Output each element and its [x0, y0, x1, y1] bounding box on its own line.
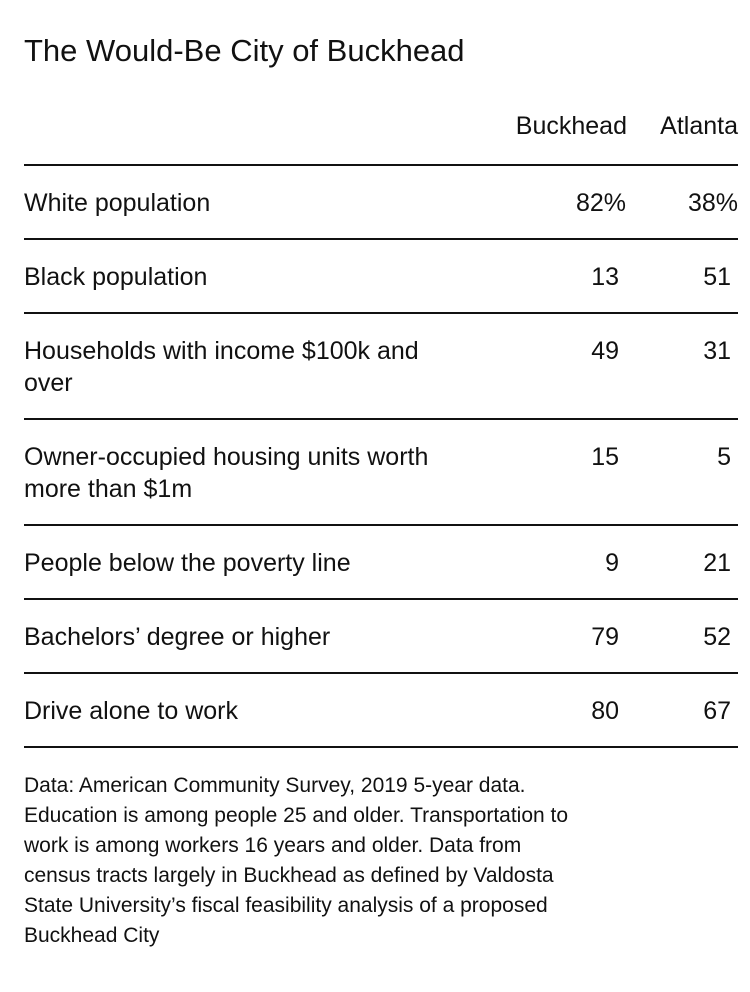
- row-label: People below the poverty line: [24, 549, 351, 577]
- row-label: Bachelors’ degree or higher: [24, 623, 331, 651]
- buckhead-value: 82%: [575, 189, 626, 217]
- buckhead-value: 79: [591, 623, 626, 651]
- row-label: Drive alone to work: [24, 697, 238, 725]
- atlanta-value: 5: [717, 443, 738, 471]
- buckhead-value: 49: [591, 337, 626, 365]
- source-note: Data: American Community Survey, 2019 5-…: [24, 774, 569, 947]
- atlanta-value: 67: [703, 697, 738, 725]
- atlanta-value: 38%: [687, 189, 738, 217]
- data-table: White population 82% 38% Black populatio…: [24, 164, 738, 748]
- table-row-households-income: Households with income $100k and over 49…: [24, 314, 738, 420]
- row-label: Owner-occupied housing units worth more …: [24, 443, 429, 503]
- chart-title: The Would-Be City of Buckhead: [24, 33, 465, 68]
- atlanta-value: 51: [703, 263, 738, 291]
- table-row-owner-occupied-housing: Owner-occupied housing units worth more …: [24, 420, 738, 526]
- row-label: Households with income $100k and over: [24, 337, 419, 397]
- column-header-atlanta: Atlanta: [660, 112, 738, 140]
- table-row-drive-alone: Drive alone to work 80 67: [24, 674, 738, 748]
- column-header-buckhead: Buckhead: [515, 112, 627, 140]
- buckhead-value: 13: [591, 263, 626, 291]
- buckhead-value: 15: [591, 443, 626, 471]
- table-row-black-population: Black population 13 51: [24, 240, 738, 314]
- buckhead-value: 80: [591, 697, 626, 725]
- table-row-poverty-line: People below the poverty line 9 21: [24, 526, 738, 600]
- atlanta-value: 21: [703, 549, 738, 577]
- atlanta-value: 31: [703, 337, 738, 365]
- buckhead-value: 9: [605, 549, 626, 577]
- row-label: White population: [24, 189, 211, 217]
- table-row-white-population: White population 82% 38%: [24, 166, 738, 240]
- row-label: Black population: [24, 263, 208, 291]
- atlanta-value: 52: [703, 623, 738, 651]
- table-row-bachelors-degree: Bachelors’ degree or higher 79 52: [24, 600, 738, 674]
